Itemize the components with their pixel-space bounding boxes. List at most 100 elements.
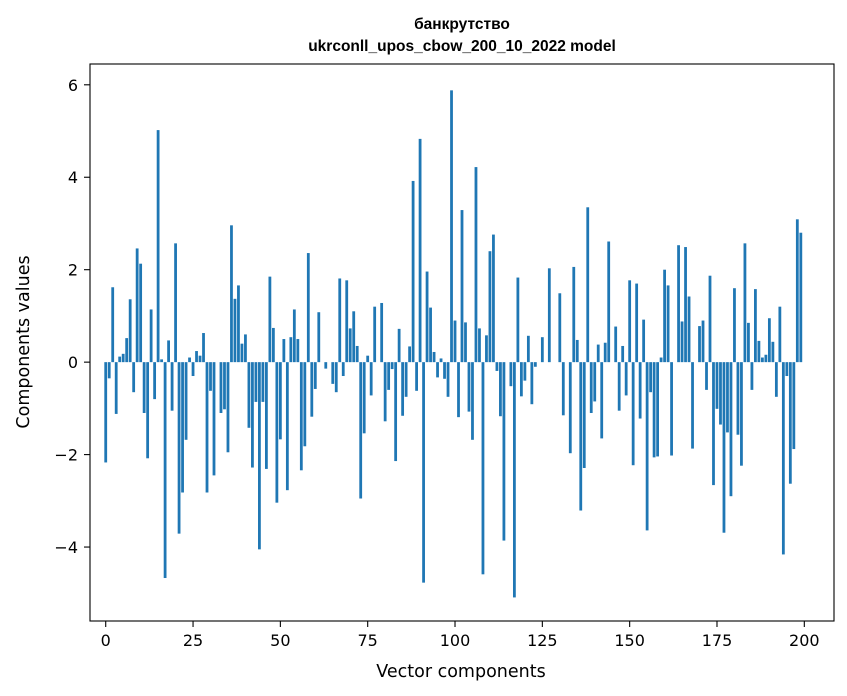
y-tick-label--4: −4 bbox=[54, 538, 78, 557]
bar-137 bbox=[582, 362, 586, 468]
bar-154 bbox=[642, 319, 646, 363]
bar-157 bbox=[652, 362, 656, 458]
x-tick-label-125: 125 bbox=[527, 631, 558, 650]
bar-86 bbox=[404, 362, 408, 397]
bar-116 bbox=[509, 362, 513, 387]
bar-164 bbox=[677, 245, 680, 363]
bar-103 bbox=[464, 322, 467, 363]
bar-6 bbox=[125, 338, 129, 363]
x-tick-label-0: 0 bbox=[101, 631, 111, 650]
bar-165 bbox=[680, 321, 684, 363]
bar-63 bbox=[324, 362, 328, 369]
bar-74 bbox=[362, 362, 366, 434]
bar-102 bbox=[460, 210, 464, 363]
bar-44 bbox=[258, 362, 261, 550]
bar-174 bbox=[712, 362, 715, 486]
bar-197 bbox=[792, 362, 796, 450]
bar-144 bbox=[607, 241, 611, 363]
bar-38 bbox=[237, 285, 240, 363]
bar-106 bbox=[474, 167, 478, 363]
bar-96 bbox=[439, 358, 443, 363]
bar-12 bbox=[146, 362, 150, 459]
bar-120 bbox=[523, 362, 527, 381]
bar-59 bbox=[310, 362, 314, 417]
bar-89 bbox=[415, 362, 418, 391]
bar-176 bbox=[719, 362, 722, 425]
bar-56 bbox=[299, 362, 303, 471]
bar-107 bbox=[478, 328, 481, 363]
bar-2 bbox=[111, 287, 115, 363]
bar-117 bbox=[512, 362, 516, 598]
bar-105 bbox=[471, 362, 474, 440]
bar-114 bbox=[502, 362, 506, 541]
bar-54 bbox=[292, 309, 296, 363]
bar-162 bbox=[670, 362, 673, 456]
bar-25 bbox=[191, 362, 195, 377]
bar-118 bbox=[516, 277, 520, 363]
bar-15 bbox=[156, 130, 160, 363]
bar-75 bbox=[366, 355, 370, 363]
bar-85 bbox=[401, 362, 405, 416]
y-tick-label-4: 4 bbox=[68, 168, 78, 187]
x-tick-label-200: 200 bbox=[789, 631, 820, 650]
bar-21 bbox=[177, 362, 181, 534]
x-tick-label-100: 100 bbox=[440, 631, 471, 650]
bar-45 bbox=[261, 362, 265, 402]
x-tick-label-50: 50 bbox=[270, 631, 290, 650]
bar-48 bbox=[271, 327, 275, 363]
bar-100 bbox=[453, 320, 457, 363]
x-tick-label-150: 150 bbox=[614, 631, 645, 650]
bar-50 bbox=[278, 362, 282, 440]
bar-148 bbox=[621, 345, 625, 363]
bar-189 bbox=[764, 354, 768, 363]
bar-52 bbox=[285, 362, 289, 491]
bar-14 bbox=[153, 362, 157, 400]
bar-178 bbox=[726, 362, 729, 433]
chart-subtitle: ukrconll_upos_cbow_200_10_2022 model bbox=[308, 38, 616, 55]
bar-39 bbox=[240, 343, 244, 363]
bar-185 bbox=[750, 362, 754, 390]
y-tick-label-6: 6 bbox=[68, 76, 78, 95]
bar-191 bbox=[771, 341, 775, 363]
bar-19 bbox=[170, 362, 174, 411]
bar-161 bbox=[666, 285, 670, 363]
bar-94 bbox=[432, 351, 436, 363]
bar-37 bbox=[233, 298, 237, 363]
bar-18 bbox=[167, 340, 170, 363]
bar-150 bbox=[628, 280, 632, 363]
bar-101 bbox=[457, 362, 460, 418]
bar-172 bbox=[705, 362, 708, 390]
bar-17 bbox=[163, 362, 167, 579]
bar-0 bbox=[104, 362, 108, 463]
bar-142 bbox=[600, 362, 604, 439]
bar-111 bbox=[492, 234, 495, 363]
y-tick-label-0: 0 bbox=[68, 353, 78, 372]
bar-112 bbox=[495, 362, 499, 371]
bar-20 bbox=[174, 243, 177, 363]
bar-42 bbox=[251, 362, 254, 468]
bar-167 bbox=[687, 296, 691, 363]
bar-26 bbox=[195, 351, 198, 363]
bar-109 bbox=[485, 335, 488, 363]
bar-194 bbox=[781, 362, 785, 555]
bar-122 bbox=[530, 362, 534, 405]
bar-46 bbox=[264, 362, 268, 469]
bar-136 bbox=[579, 362, 583, 511]
bar-104 bbox=[467, 362, 471, 412]
bar-152 bbox=[635, 283, 639, 363]
x-tick-label-175: 175 bbox=[702, 631, 733, 650]
x-axis-label: Vector components bbox=[376, 662, 545, 682]
bar-84 bbox=[397, 328, 401, 363]
bar-171 bbox=[701, 320, 705, 363]
bar-77 bbox=[373, 306, 377, 363]
bar-27 bbox=[198, 355, 202, 363]
bar-158 bbox=[656, 362, 660, 457]
bar-151 bbox=[631, 362, 635, 466]
bar-7 bbox=[128, 299, 132, 363]
bars-group bbox=[104, 90, 803, 598]
bar-193 bbox=[778, 306, 782, 363]
bar-183 bbox=[743, 243, 747, 363]
bar-166 bbox=[684, 247, 687, 363]
bar-110 bbox=[488, 251, 492, 363]
bar-30 bbox=[209, 362, 212, 391]
